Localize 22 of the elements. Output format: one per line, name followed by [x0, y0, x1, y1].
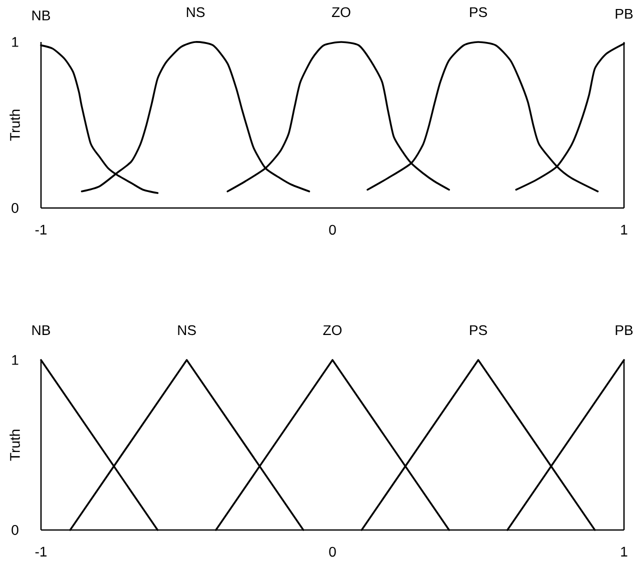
series-label: NS — [178, 325, 196, 336]
y-tick-label: 1 — [12, 37, 18, 47]
y-tick-label: 1 — [12, 355, 18, 365]
series-label: ZO — [332, 7, 350, 18]
y-tick-label: 0 — [12, 203, 18, 213]
x-tick-label: 0 — [329, 224, 336, 235]
y-axis-title: Truth — [10, 430, 20, 461]
series-label: PS — [470, 325, 487, 336]
x-tick-label: -1 — [35, 546, 47, 556]
x-tick-label: 0 — [329, 546, 336, 557]
series-label: NB — [32, 325, 50, 335]
series-label: NB — [32, 10, 50, 20]
series-label: PS — [470, 7, 487, 18]
x-tick-label: -1 — [35, 224, 47, 234]
y-axis-title: Truth — [10, 110, 20, 141]
x-tick-label: 1 — [621, 224, 628, 234]
series-label: ZO — [323, 325, 342, 336]
series-label: NS — [186, 7, 205, 18]
y-tick-label: 0 — [12, 525, 18, 535]
x-tick-label: 1 — [621, 546, 628, 556]
series-label: PB — [616, 325, 633, 335]
series-label: PB — [616, 9, 633, 19]
